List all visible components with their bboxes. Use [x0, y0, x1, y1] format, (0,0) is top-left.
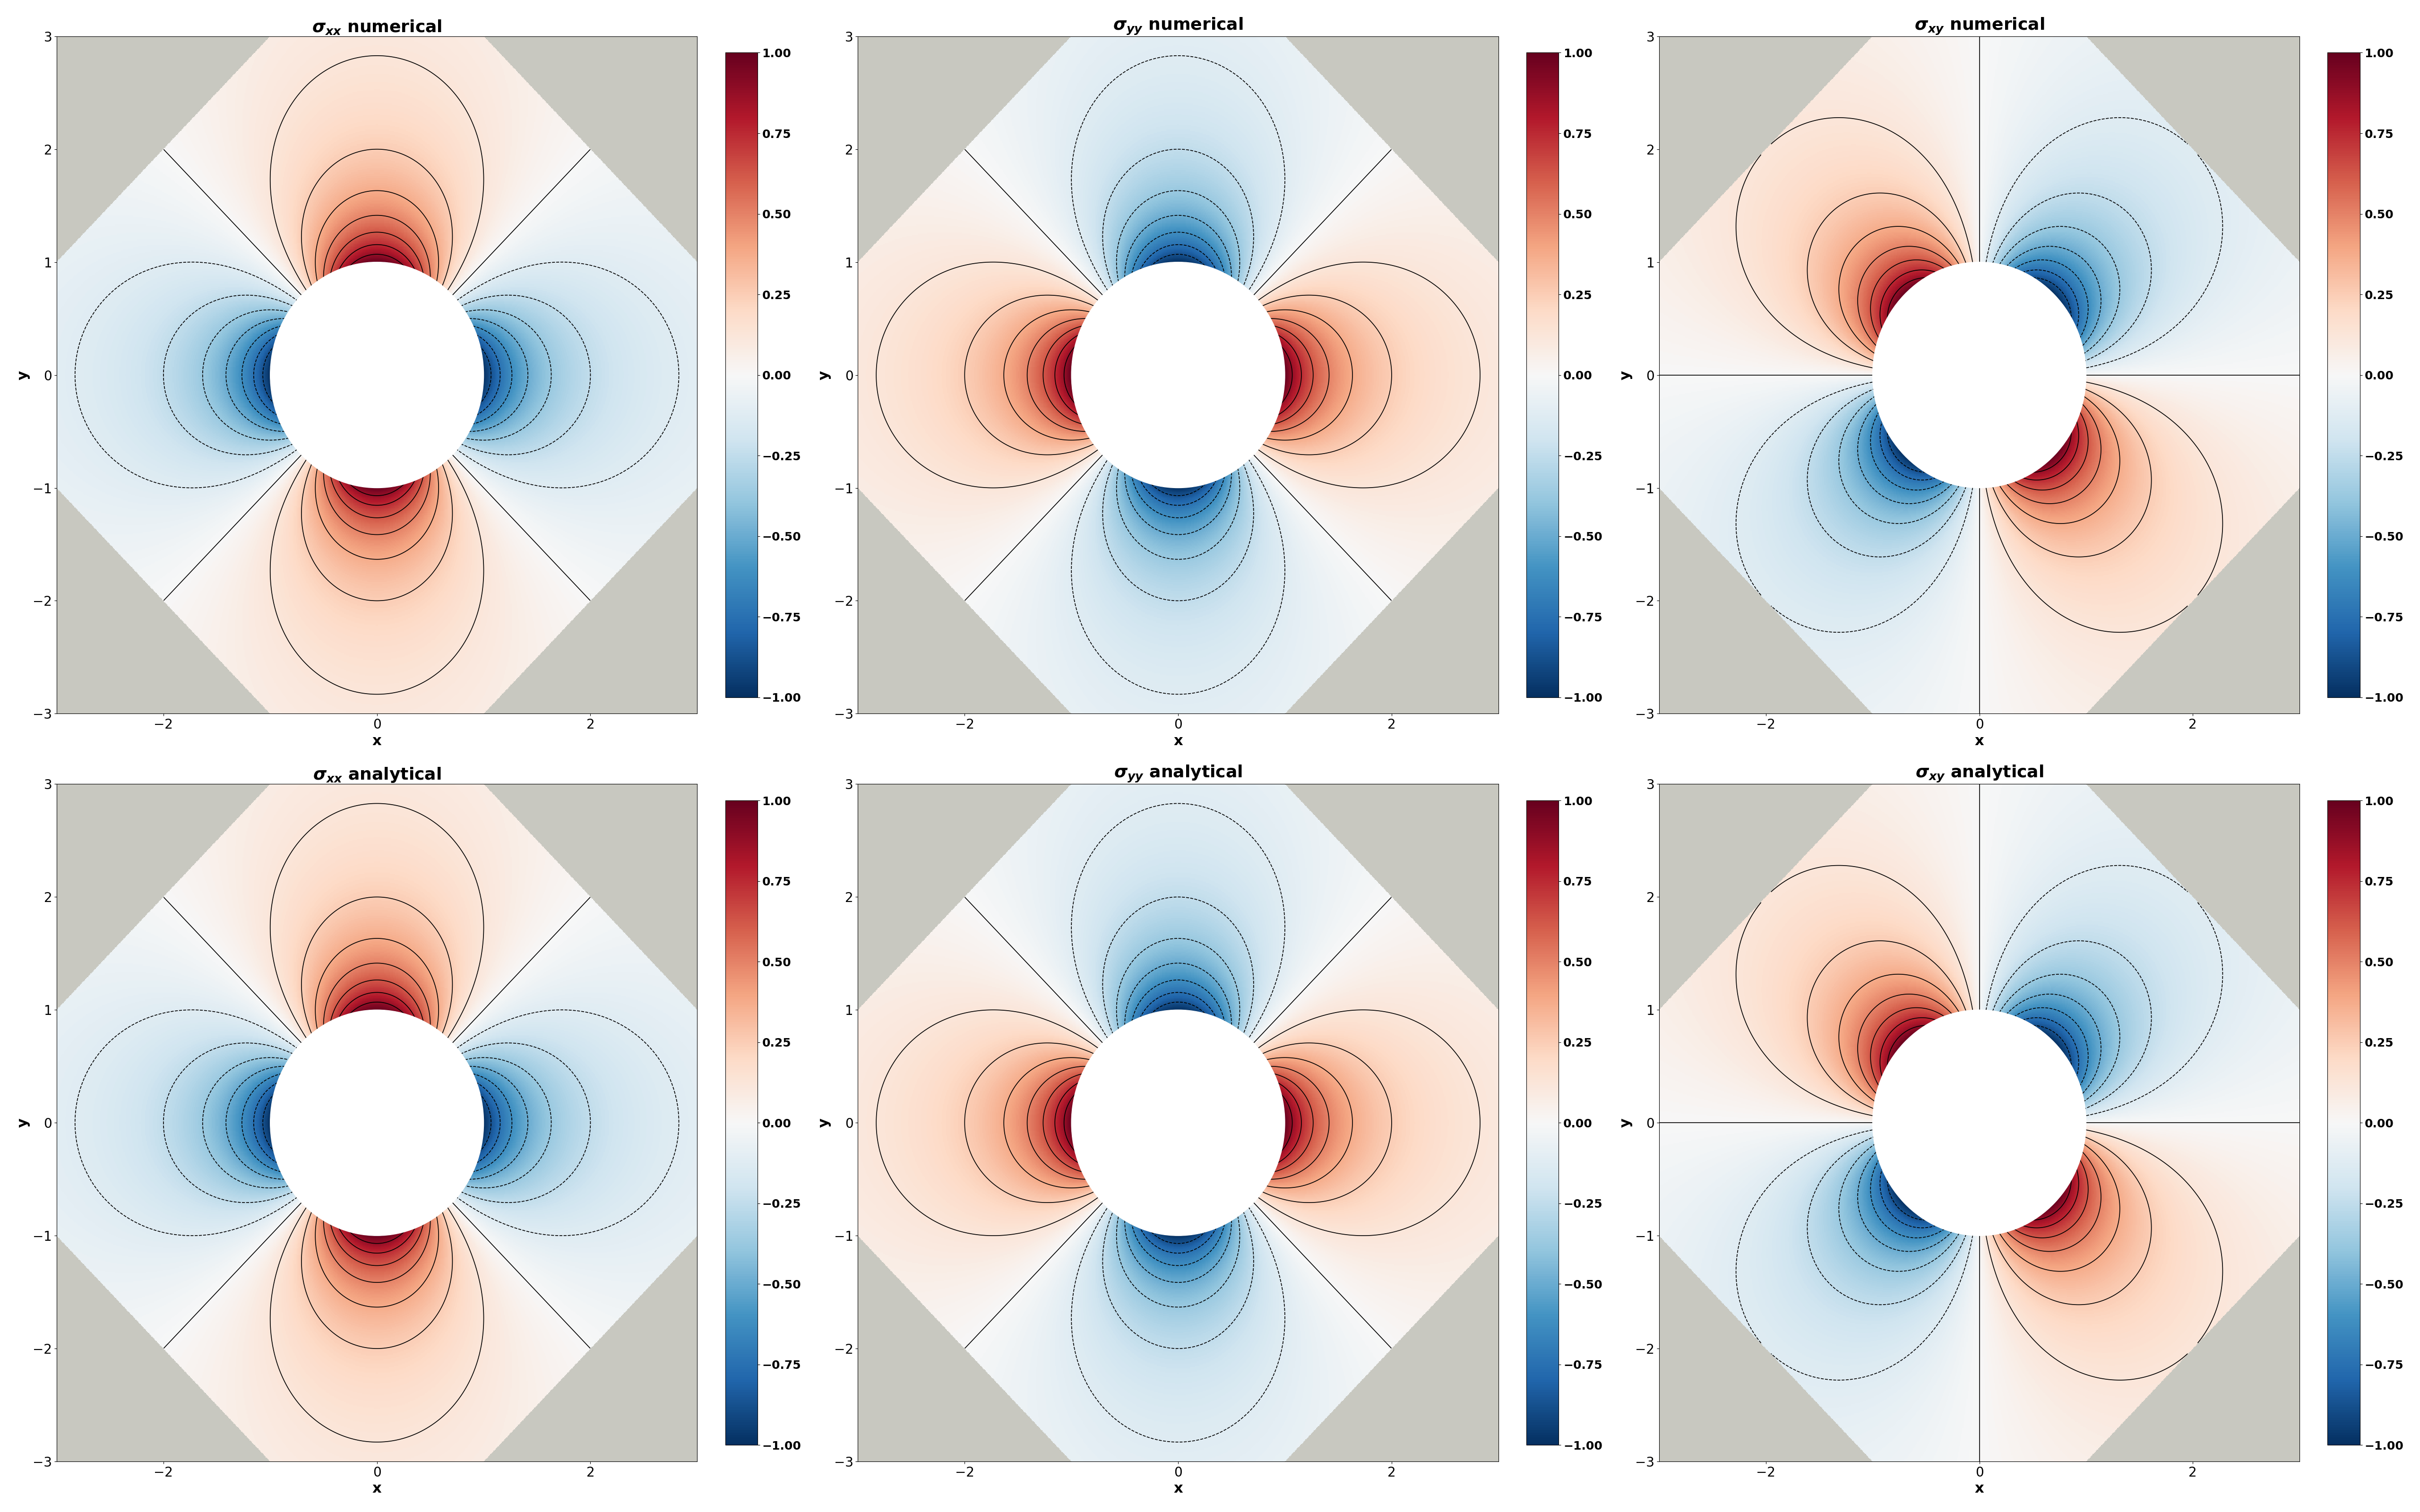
Title: $\sigma_{yy}$ analytical: $\sigma_{yy}$ analytical — [1113, 764, 1241, 785]
Y-axis label: y: y — [1619, 1117, 1634, 1128]
X-axis label: x: x — [1174, 735, 1183, 748]
Title: $\sigma_{xx}$ analytical: $\sigma_{xx}$ analytical — [312, 767, 440, 785]
Circle shape — [1873, 1010, 2086, 1235]
Title: $\sigma_{xy}$ numerical: $\sigma_{xy}$ numerical — [1914, 17, 2045, 36]
X-axis label: x: x — [1975, 1482, 1984, 1495]
Y-axis label: y: y — [17, 1117, 29, 1128]
X-axis label: x: x — [1975, 735, 1984, 748]
Circle shape — [1873, 262, 2086, 488]
Y-axis label: y: y — [1619, 370, 1634, 380]
Title: $\sigma_{xx}$ numerical: $\sigma_{xx}$ numerical — [312, 18, 443, 36]
Y-axis label: y: y — [17, 370, 29, 380]
X-axis label: x: x — [373, 1482, 382, 1495]
Circle shape — [271, 262, 484, 488]
X-axis label: x: x — [1174, 1482, 1183, 1495]
X-axis label: x: x — [373, 735, 382, 748]
Circle shape — [1072, 262, 1285, 488]
Title: $\sigma_{yy}$ numerical: $\sigma_{yy}$ numerical — [1113, 17, 1244, 36]
Title: $\sigma_{xy}$ analytical: $\sigma_{xy}$ analytical — [1914, 764, 2042, 785]
Circle shape — [1072, 1010, 1285, 1235]
Y-axis label: y: y — [818, 370, 832, 380]
Circle shape — [271, 1010, 484, 1235]
Y-axis label: y: y — [818, 1117, 832, 1128]
